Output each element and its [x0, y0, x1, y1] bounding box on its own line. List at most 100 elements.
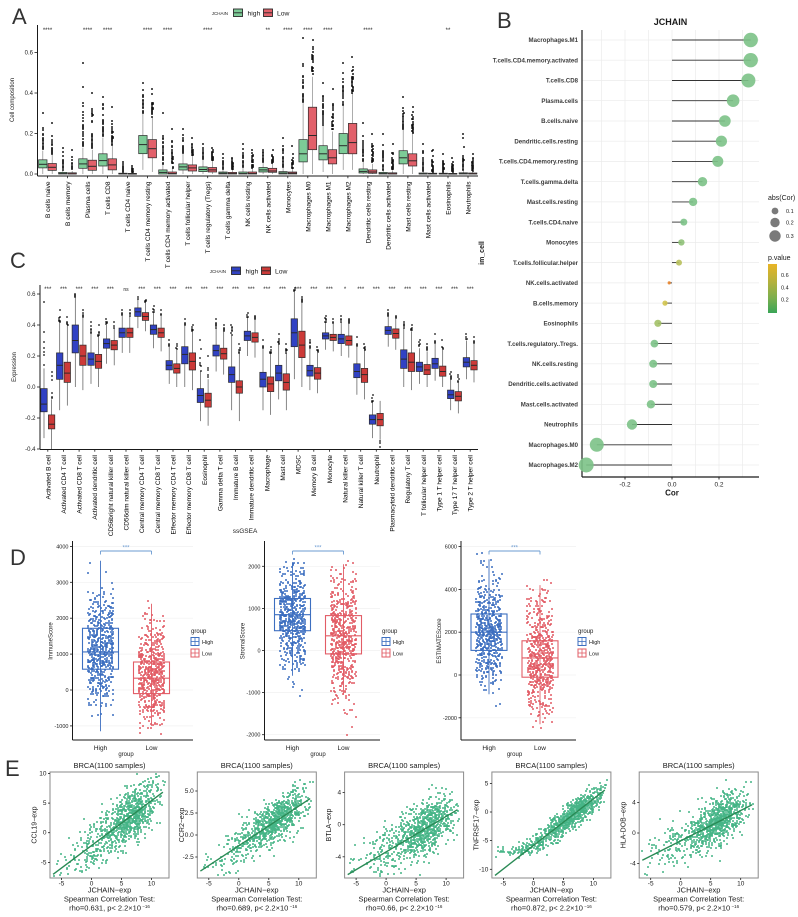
svg-text:***: ***	[295, 287, 303, 293]
svg-text:NK cells activated: NK cells activated	[265, 181, 272, 233]
svg-text:ssGSEA: ssGSEA	[233, 528, 258, 535]
svg-text:Memory B cell: Memory B cell	[311, 454, 318, 496]
svg-text:Type 2 T helper cell: Type 2 T helper cell	[468, 454, 475, 511]
svg-text:0: 0	[532, 881, 536, 888]
svg-text:***: ***	[263, 287, 271, 293]
svg-text:StromalScore: StromalScore	[241, 622, 247, 659]
svg-text:***: ***	[326, 287, 334, 293]
svg-text:****: ****	[143, 28, 153, 34]
svg-text:JCHAIN−exp: JCHAIN−exp	[235, 886, 279, 895]
svg-text:High: High	[393, 640, 404, 646]
svg-text:group: group	[578, 629, 594, 635]
svg-text:-4: -4	[335, 854, 341, 861]
svg-text:0.4: 0.4	[781, 286, 789, 292]
svg-text:abs(Cor): abs(Cor)	[768, 195, 795, 202]
svg-text:ImmuneScore: ImmuneScore	[49, 622, 55, 660]
svg-text:Activated B cell: Activated B cell	[45, 454, 52, 499]
svg-text:MDSC: MDSC	[296, 455, 303, 474]
svg-text:0: 0	[257, 649, 260, 655]
svg-text:high: high	[248, 11, 261, 18]
svg-text:B.cells.naive: B.cells.naive	[541, 118, 579, 125]
svg-text:BRCA(1100 samples): BRCA(1100 samples)	[515, 761, 587, 770]
svg-text:Macrophage: Macrophage	[264, 455, 271, 492]
svg-text:Macrophages M1: Macrophages M1	[325, 181, 332, 232]
svg-text:JCHAIN: JCHAIN	[212, 11, 228, 16]
svg-text:****: ****	[363, 28, 373, 34]
svg-text:2000: 2000	[248, 564, 260, 570]
svg-text:5: 5	[562, 881, 566, 888]
svg-text:0.4: 0.4	[25, 91, 34, 97]
svg-text:***: ***	[420, 287, 428, 293]
svg-text:***: ***	[185, 287, 193, 293]
svg-text:***: ***	[279, 287, 287, 293]
svg-text:T cells regulatory (Tregs): T cells regulatory (Tregs)	[205, 182, 212, 254]
svg-text:BRCA(1100 samples): BRCA(1100 samples)	[74, 761, 146, 770]
svg-text:Spearman Correlation Test:: Spearman Correlation Test:	[359, 895, 450, 904]
svg-text:****: ****	[103, 28, 113, 34]
svg-text:High: High	[286, 745, 300, 752]
svg-text:10: 10	[590, 881, 598, 888]
svg-text:Mast cells activated: Mast cells activated	[425, 181, 432, 238]
svg-text:Dendritic.cells.resting: Dendritic.cells.resting	[514, 138, 578, 145]
svg-text:Central memory CD4 T cell: Central memory CD4 T cell	[139, 454, 146, 533]
svg-text:0.0: 0.0	[185, 832, 194, 839]
svg-text:0: 0	[237, 881, 241, 888]
svg-text:Macrophages M2: Macrophages M2	[345, 181, 352, 232]
svg-text:1000: 1000	[56, 652, 68, 658]
svg-text:CD56bright natural killer cell: CD56bright natural killer cell	[108, 454, 115, 536]
svg-text:CD56dim natural killer cell: CD56dim natural killer cell	[124, 454, 131, 530]
svg-text:Low: Low	[202, 652, 212, 658]
svg-text:High: High	[202, 640, 213, 646]
svg-text:***: ***	[107, 287, 115, 293]
svg-text:Spearman Correlation Test:: Spearman Correlation Test:	[64, 895, 155, 904]
svg-text:high: high	[246, 269, 259, 276]
svg-text:B cells memory: B cells memory	[65, 181, 72, 226]
svg-text:ESTIMATEScore: ESTIMATEScore	[437, 618, 443, 664]
svg-text:***: ***	[169, 287, 177, 293]
svg-text:High: High	[589, 640, 600, 646]
svg-text:group: group	[191, 629, 207, 635]
svg-text:***: ***	[138, 287, 146, 293]
svg-text:**: **	[265, 28, 270, 34]
svg-text:5: 5	[120, 881, 124, 888]
svg-text:***: ***	[467, 287, 475, 293]
svg-text:10: 10	[39, 770, 47, 777]
svg-text:****: ****	[203, 28, 213, 34]
svg-text:-5: -5	[501, 881, 507, 888]
svg-text:Macrophages.M0: Macrophages.M0	[529, 442, 579, 449]
svg-text:10: 10	[737, 881, 745, 888]
svg-text:5: 5	[267, 881, 271, 888]
svg-text:ns: ns	[123, 287, 129, 293]
svg-text:0: 0	[90, 881, 94, 888]
svg-text:NK cells resting: NK cells resting	[245, 181, 252, 227]
svg-text:rho=0.631, p< 2.2×10 −16: rho=0.631, p< 2.2×10 −16	[69, 904, 150, 913]
svg-text:***: ***	[373, 287, 381, 293]
svg-text:Type 17 T helper cell: Type 17 T helper cell	[452, 454, 459, 515]
svg-text:****: ****	[163, 28, 173, 34]
svg-text:group: group	[118, 752, 134, 758]
svg-text:***: ***	[201, 287, 209, 293]
svg-text:4: 4	[337, 790, 341, 797]
svg-text:rho=0.689, p< 2.2×10 −16: rho=0.689, p< 2.2×10 −16	[216, 904, 297, 913]
svg-text:Type 1 T helper cell: Type 1 T helper cell	[436, 454, 443, 511]
svg-text:-5: -5	[206, 881, 212, 888]
svg-text:0: 0	[679, 881, 683, 888]
svg-text:****: ****	[43, 28, 53, 34]
svg-text:T.cells.regulatory..Tregs.: T.cells.regulatory..Tregs.	[507, 341, 578, 348]
svg-text:-0.2: -0.2	[619, 482, 631, 489]
svg-text:0: 0	[65, 688, 68, 694]
svg-text:0.6: 0.6	[781, 273, 789, 279]
svg-text:10: 10	[295, 881, 303, 888]
svg-text:D: D	[10, 545, 26, 570]
svg-text:JCHAIN: JCHAIN	[210, 269, 226, 274]
svg-text:0: 0	[337, 822, 341, 829]
svg-text:***: ***	[451, 287, 459, 293]
svg-text:4000: 4000	[56, 544, 68, 550]
svg-text:C: C	[10, 248, 26, 273]
svg-text:***: ***	[44, 287, 52, 293]
svg-text:Spearman Correlation Test:: Spearman Correlation Test:	[211, 895, 302, 904]
svg-text:T cells CD4 naive: T cells CD4 naive	[125, 181, 132, 232]
svg-text:Low: Low	[275, 269, 288, 276]
svg-text:Low: Low	[589, 652, 599, 658]
svg-text:Low: Low	[146, 745, 158, 752]
